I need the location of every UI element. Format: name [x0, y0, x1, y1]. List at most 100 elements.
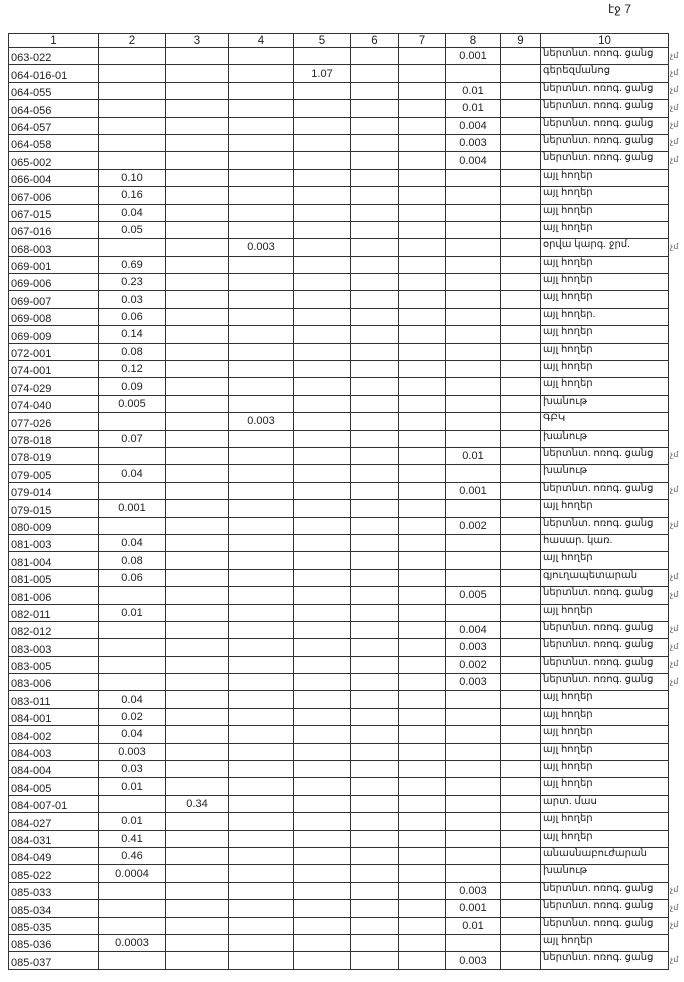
- area-cell-col5: 1.07: [293, 64, 351, 83]
- area-cell-col8: [445, 829, 501, 848]
- area-cell-col6: [350, 881, 399, 901]
- table-row: 067-016 0.05 այլ հողեր: [8, 220, 669, 240]
- area-cell-col6: [350, 133, 399, 153]
- parcel-code-cell: 067-006: [8, 186, 99, 205]
- area-cell-col7: [398, 116, 446, 135]
- area-cell-col6: [350, 255, 399, 275]
- area-cell-col9: [500, 220, 541, 240]
- area-cell-col8: 0.003: [445, 881, 501, 901]
- area-cell-col7: [398, 325, 446, 344]
- area-cell-col2: 0.09: [98, 377, 166, 396]
- area-cell-col2: 0.16: [98, 186, 166, 205]
- area-cell-col5: [293, 638, 351, 657]
- table-row: 081-006 0.005 ներտնտ. ոռոգ. ցանց: [8, 586, 669, 605]
- area-cell-col6: [350, 864, 399, 883]
- land-use-cell: այլ հողեր: [540, 290, 669, 309]
- land-use-cell: խանութ: [540, 429, 669, 448]
- table-row: 085-034 0.001 ներտնտ. ոռոգ. ցանց: [8, 899, 669, 918]
- area-cell-col3: [165, 325, 229, 344]
- area-cell-col6: [350, 186, 399, 205]
- area-cell-col8: 0.003: [445, 673, 501, 692]
- area-cell-col4: [228, 794, 294, 814]
- area-cell-col6: [350, 394, 399, 414]
- table-row: 084-001 0.02 այլ հողեր: [8, 707, 669, 727]
- table-row: 072-001 0.08 այլ հողեր: [8, 342, 669, 362]
- area-cell-col4: [228, 464, 294, 483]
- parcel-code-cell: 081-003: [8, 533, 99, 553]
- area-cell-col2: 0.04: [98, 203, 166, 222]
- area-cell-col8: [445, 186, 501, 205]
- land-use-cell: այլ հողեր: [540, 933, 669, 953]
- area-cell-col7: [398, 133, 446, 153]
- area-cell-col7: [398, 64, 446, 83]
- area-cell-col9: [500, 64, 541, 83]
- area-cell-col5: [293, 864, 351, 883]
- parcel-code-cell: 085-037: [8, 951, 99, 970]
- land-use-cell: ներտնտ. ոռոգ. ցանց: [540, 99, 669, 118]
- area-cell-col5: [293, 951, 351, 970]
- area-cell-col6: [350, 829, 399, 848]
- area-cell-col8: 0.004: [445, 151, 501, 170]
- area-cell-col6: [350, 46, 399, 66]
- parcel-code-cell: 077-026: [8, 412, 99, 431]
- area-cell-col9: [500, 186, 541, 205]
- area-cell-col5: [293, 933, 351, 953]
- area-cell-col4: [228, 186, 294, 205]
- table-row: 065-002 0.004 ներտնտ. ոռոգ. ցանց: [8, 151, 669, 170]
- area-cell-col8: [445, 360, 501, 379]
- area-cell-col7: [398, 846, 446, 866]
- area-cell-col6: [350, 742, 399, 762]
- land-use-cell: այլ հողեր: [540, 342, 669, 362]
- area-cell-col8: 0.002: [445, 655, 501, 675]
- area-cell-col8: [445, 707, 501, 727]
- area-cell-col3: [165, 464, 229, 483]
- parcel-code-cell: 083-005: [8, 655, 99, 675]
- area-cell-col5: [293, 116, 351, 135]
- area-cell-col5: [293, 829, 351, 848]
- parcel-code-cell: 085-035: [8, 916, 99, 935]
- area-cell-col9: [500, 638, 541, 657]
- area-cell-col6: [350, 342, 399, 362]
- land-use-cell: այլ հողեր: [540, 603, 669, 622]
- land-use-cell: ներտնտ. ոռոգ. ցանց: [540, 151, 669, 170]
- area-cell-col3: [165, 603, 229, 622]
- area-cell-col2: 0.10: [98, 168, 166, 188]
- area-cell-col5: [293, 464, 351, 483]
- area-cell-col3: [165, 481, 229, 501]
- parcel-code-cell: 068-003: [8, 238, 99, 257]
- land-use-cell: ներտնտ. ոռոգ. ցանց: [540, 516, 669, 535]
- table-row: 084-005 0.01 այլ հողեր: [8, 777, 669, 796]
- land-use-cell: արտ. մաս: [540, 794, 669, 814]
- area-cell-col4: [228, 255, 294, 275]
- area-cell-col9: [500, 394, 541, 414]
- area-cell-col7: [398, 568, 446, 588]
- area-cell-col6: [350, 499, 399, 518]
- column-header-6: 6: [350, 33, 399, 48]
- area-cell-col5: [293, 655, 351, 675]
- table-row: 074-001 0.12 այլ հողեր: [8, 360, 669, 379]
- area-cell-col4: [228, 551, 294, 570]
- area-cell-col7: [398, 603, 446, 622]
- area-cell-col5: [293, 446, 351, 466]
- area-cell-col3: [165, 116, 229, 135]
- land-use-cell: խանութ: [540, 464, 669, 483]
- area-cell-col4: [228, 46, 294, 66]
- land-use-cell: ներտնտ. ոռոգ. ցանց: [540, 81, 669, 101]
- area-cell-col2: 0.02: [98, 707, 166, 727]
- table-row: 079-015 0.001 այլ հողեր: [8, 499, 669, 518]
- table-row: 085-036 0.0003 այլ հողեր: [8, 933, 669, 953]
- parcel-code-cell: 079-005: [8, 464, 99, 483]
- parcel-code-cell: 081-004: [8, 551, 99, 570]
- area-cell-col4: [228, 933, 294, 953]
- area-cell-col4: [228, 673, 294, 692]
- table-row: 074-040 0.005 խանութ: [8, 394, 669, 414]
- area-cell-col2: 0.0004: [98, 864, 166, 883]
- area-cell-col7: [398, 794, 446, 814]
- parcel-code-cell: 080-009: [8, 516, 99, 535]
- area-cell-col5: [293, 551, 351, 570]
- area-cell-col9: [500, 499, 541, 518]
- area-cell-col5: [293, 46, 351, 66]
- area-cell-col2: 0.04: [98, 690, 166, 709]
- parcel-code-cell: 064-057: [8, 116, 99, 135]
- area-cell-col9: [500, 864, 541, 883]
